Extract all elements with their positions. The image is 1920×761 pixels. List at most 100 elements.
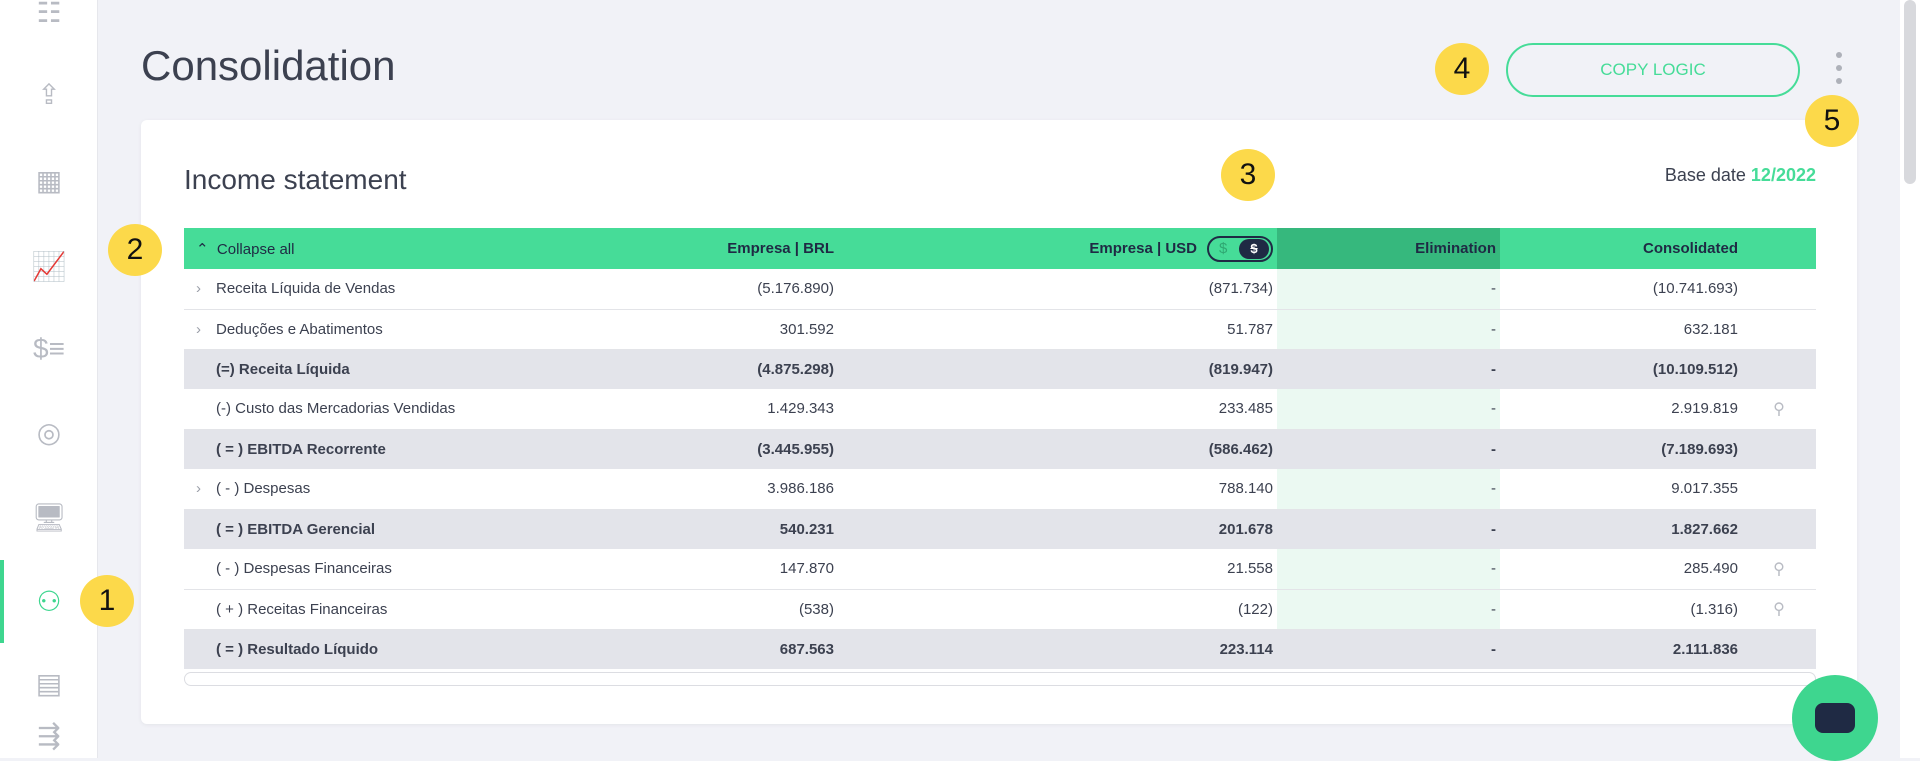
table-row[interactable]: ( = ) EBITDA Gerencial 540.231 201.678 -…	[184, 509, 1816, 549]
col-empresa-usd: Empresa | USD $ $	[838, 228, 1277, 269]
search-icon[interactable]: ⚲	[1742, 549, 1816, 590]
elimination-value: -	[1277, 389, 1500, 430]
more-options-icon[interactable]	[1832, 52, 1846, 84]
usd-value: (819.947)	[838, 349, 1277, 389]
search-icon[interactable]: ⚲	[1742, 389, 1816, 430]
consolidated-value: (10.109.512)	[1500, 349, 1742, 389]
annotation-badge-1: 1	[80, 575, 134, 627]
chat-icon	[1815, 703, 1855, 733]
table-row[interactable]: › ( - ) Despesas 3.986.186 788.140 - 9.01…	[184, 469, 1816, 510]
brl-value: (5.176.890)	[684, 269, 838, 310]
arrow-list-icon[interactable]: ⇶	[37, 719, 61, 751]
base-date-label: Base date	[1664, 165, 1746, 185]
brl-value: 1.429.343	[684, 389, 838, 430]
annotation-badge-3: 3	[1221, 149, 1275, 201]
brl-value: 540.231	[684, 509, 838, 549]
empty-cell	[1742, 309, 1816, 350]
vertical-scrollbar[interactable]	[1900, 0, 1920, 758]
row-label: Receita Líquida de Vendas	[216, 280, 396, 298]
dollar-off-icon: $	[1239, 238, 1269, 259]
empty-cell	[1742, 469, 1816, 510]
card-title: Income statement	[184, 164, 407, 195]
col-actions	[1742, 228, 1816, 269]
page-title: Consolidation	[141, 42, 396, 89]
usd-value: 233.485	[838, 389, 1277, 430]
consolidated-value: 1.827.662	[1500, 509, 1742, 549]
income-table: ⌃ Collapse all Empresa | BRL Empresa | U…	[184, 228, 1816, 669]
consolidated-value: 9.017.355	[1500, 469, 1742, 510]
row-label-cell: ( - ) Despesas Financeiras	[184, 549, 684, 590]
elimination-value: -	[1277, 549, 1500, 590]
brl-value: 301.592	[684, 309, 838, 350]
dollar-icon: $	[1219, 240, 1228, 257]
consolidated-value: 632.181	[1500, 309, 1742, 350]
annotation-badge-5: 5	[1805, 95, 1859, 147]
table-row[interactable]: ( - ) Despesas Financeiras 147.870 21.55…	[184, 549, 1816, 590]
usd-value: (871.734)	[838, 269, 1277, 310]
row-label-cell: ( = ) EBITDA Recorrente	[184, 429, 684, 469]
consolidated-value: 2.919.819	[1500, 389, 1742, 430]
empty-cell	[1742, 429, 1816, 469]
col-elimination: Elimination	[1277, 228, 1500, 269]
brl-value: 3.986.186	[684, 469, 838, 510]
annotation-badge-4: 4	[1435, 43, 1489, 95]
report-icon[interactable]: ▤	[35, 667, 63, 699]
horizontal-scrollbar[interactable]	[184, 672, 1816, 686]
col-empresa-brl: Empresa | BRL	[684, 228, 838, 269]
table-row[interactable]: ( = ) EBITDA Recorrente (3.445.955) (586…	[184, 429, 1816, 469]
search-icon[interactable]: ⚲	[1742, 589, 1816, 630]
dollar-list-icon[interactable]: $≡	[33, 333, 65, 364]
income-statement-card: Income statement Base date 12/2022 ⌃ Col…	[141, 120, 1857, 724]
usd-value: (586.462)	[838, 429, 1277, 469]
col-usd-label: Empresa | USD	[1089, 239, 1197, 257]
empty-cell	[1742, 629, 1816, 669]
collapse-all-button[interactable]: ⌃ Collapse all	[184, 228, 684, 269]
row-label: ( = ) EBITDA Recorrente	[216, 440, 386, 458]
row-label-cell: › Deduções e Abatimentos	[184, 309, 684, 350]
usd-value: (122)	[838, 589, 1277, 630]
base-date-value: 12/2022	[1750, 165, 1816, 185]
row-label-cell: ( = ) Resultado Líquido	[184, 629, 684, 669]
table-row[interactable]: (=) Receita Líquida (4.875.298) (819.947…	[184, 349, 1816, 389]
usd-value: 223.114	[838, 629, 1277, 669]
row-label-cell: › Receita Líquida de Vendas	[184, 269, 684, 310]
row-label-cell: (=) Receita Líquida	[184, 349, 684, 389]
table-row[interactable]: › Receita Líquida de Vendas (5.176.890) (…	[184, 269, 1816, 310]
chat-button[interactable]	[1792, 675, 1878, 761]
usd-value: 201.678	[838, 509, 1277, 549]
base-date: Base date 12/2022	[1665, 165, 1816, 186]
sidebar: ☷ ⇪ ▦ 📈 $≡ ◎ 🖥 ⚇ ▤ ⇶	[0, 0, 98, 758]
edit-table-icon[interactable]: ▦	[35, 164, 63, 196]
consolidated-value: 2.111.836	[1500, 629, 1742, 669]
table-row[interactable]: ( + ) Receitas Financeiras (538) (122) -…	[184, 589, 1816, 630]
brl-value: (3.445.955)	[684, 429, 838, 469]
empty-cell	[1742, 349, 1816, 389]
row-label: (=) Receita Líquida	[216, 360, 350, 378]
chevron-right-icon[interactable]: ›	[196, 320, 201, 338]
line-chart-icon[interactable]: 📈	[31, 250, 67, 282]
row-label-cell: (-) Custo das Mercadorias Vendidas	[184, 389, 684, 430]
hierarchy-icon[interactable]: ⚇	[36, 585, 62, 617]
brl-value: (538)	[684, 589, 838, 630]
row-label: ( = ) Resultado Líquido	[216, 640, 379, 658]
usd-value: 51.787	[838, 309, 1277, 350]
elimination-value: -	[1277, 469, 1500, 510]
elimination-value: -	[1277, 509, 1500, 549]
row-label: Deduções e Abatimentos	[216, 320, 383, 338]
table-row[interactable]: ( = ) Resultado Líquido 687.563 223.114 …	[184, 629, 1816, 669]
row-label-cell: ( + ) Receitas Financeiras	[184, 589, 684, 630]
elimination-value: -	[1277, 309, 1500, 350]
chevron-right-icon[interactable]: ›	[196, 280, 201, 298]
copy-logic-button[interactable]: COPY LOGIC	[1506, 43, 1800, 97]
upload-file-icon[interactable]: ⇪	[37, 78, 61, 110]
currency-toggle[interactable]: $ $	[1207, 235, 1273, 262]
chevron-right-icon[interactable]: ›	[196, 480, 201, 498]
elimination-value: -	[1277, 269, 1500, 310]
consolidated-value: (10.741.693)	[1500, 269, 1742, 310]
list-icon[interactable]: ☷	[36, 0, 62, 28]
monitor-chart-icon[interactable]: 🖥	[31, 501, 67, 533]
consolidated-value: (7.189.693)	[1500, 429, 1742, 469]
target-icon[interactable]: ◎	[36, 416, 62, 448]
table-row[interactable]: › Deduções e Abatimentos 301.592 51.787 -…	[184, 309, 1816, 350]
table-row[interactable]: (-) Custo das Mercadorias Vendidas 1.429…	[184, 389, 1816, 430]
